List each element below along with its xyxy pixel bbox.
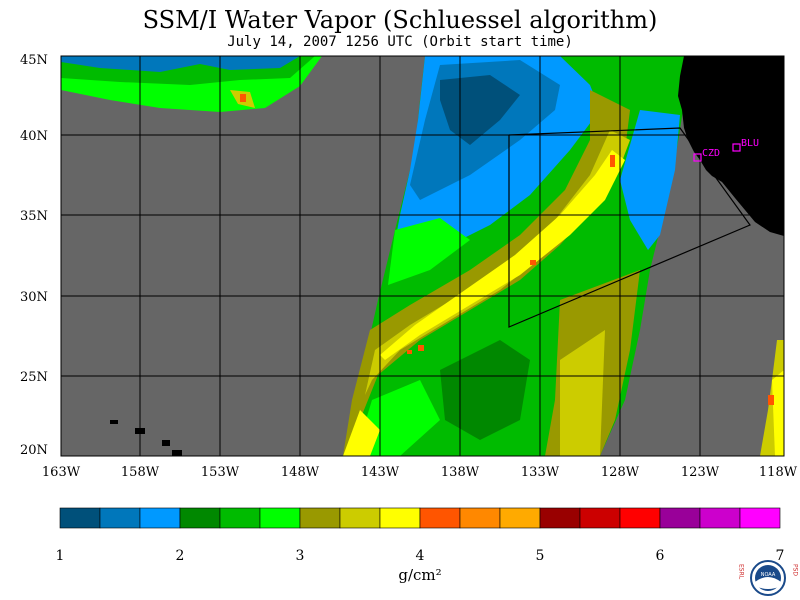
lon-label: 133W [521,465,560,480]
lon-label: 158W [121,465,160,480]
map-plot-area: CZD BLU [61,56,784,456]
lat-label: 45N [20,53,48,68]
lat-label: 40N [20,129,48,144]
station-czd-marker [693,153,702,162]
lon-label: 128W [601,465,640,480]
lat-label: 25N [20,370,48,385]
colorbar-swatch [539,507,581,529]
logo-left-text: ESRL [738,564,745,580]
colorbar-swatch [339,507,381,529]
lon-label: 143W [361,465,400,480]
station-blu-label: BLU [741,138,759,149]
lon-label: 163W [42,465,81,480]
lon-label: 118W [759,465,798,480]
station-czd-label: CZD [702,148,720,159]
colorbar-swatch [579,507,621,529]
swath-southeast [760,340,784,456]
analysis-boundary [508,127,751,328]
swath-northwest [61,56,322,112]
colorbar-tick-label: 6 [656,548,665,564]
logo-center-text: NOAA [761,572,776,578]
colorbar-swatch [219,507,261,529]
colorbar-swatch [379,507,421,529]
colorbar-tick-label: 1 [56,548,65,564]
lat-label: 30N [20,290,48,305]
chart-subtitle: July 14, 2007 1256 UTC (Orbit start time… [227,34,573,50]
colorbar-swatch [459,507,501,529]
station-markers: CZD BLU [693,138,759,162]
colorbar-units: g/cm² [398,566,442,584]
colorbar-swatch [259,507,301,529]
colorbar-swatch [419,507,461,529]
colorbar-tick-label: 2 [176,548,185,564]
colorbar-swatch [299,507,341,529]
lon-tick-labels: 163W 158W 153W 148W 143W 138W 133W 128W … [42,465,798,480]
map-gridlines [61,56,784,456]
map-frame [60,55,785,457]
lat-tick-labels: 45N 40N 35N 30N 25N 20N [20,53,48,458]
colorbar-swatch [699,507,741,529]
colorbar-swatch [499,507,541,529]
land-north-america [678,56,784,236]
colorbar-tick-label: 3 [296,548,305,564]
colorbar-swatch [99,507,141,529]
colorbar-swatch [659,507,701,529]
swath-moist-band [343,90,630,456]
colorbar-tick-labels: 1 2 3 4 5 6 7 [56,548,785,564]
lat-label: 20N [20,443,48,458]
colorbar-tick-label: 4 [416,548,425,564]
lat-label: 35N [20,209,48,224]
station-blu-marker [732,143,741,152]
lon-label: 123W [681,465,720,480]
colorbar-tick-label: 5 [536,548,545,564]
colorbar [59,507,781,529]
colorbar-swatch [139,507,181,529]
colorbar-swatch [179,507,221,529]
colorbar-swatch [619,507,661,529]
logo-right-text: PSD [792,564,799,576]
lon-label: 153W [201,465,240,480]
colorbar-swatch [739,507,781,529]
chart-title: SSM/I Water Vapor (Schluessel algorithm) [142,6,658,34]
lon-label: 138W [441,465,480,480]
lon-label: 148W [281,465,320,480]
colorbar-tick-label: 7 [776,548,785,564]
colorbar-swatch [59,507,101,529]
noaa-esrl-logo: NOAA ESRL PSD [738,560,799,596]
